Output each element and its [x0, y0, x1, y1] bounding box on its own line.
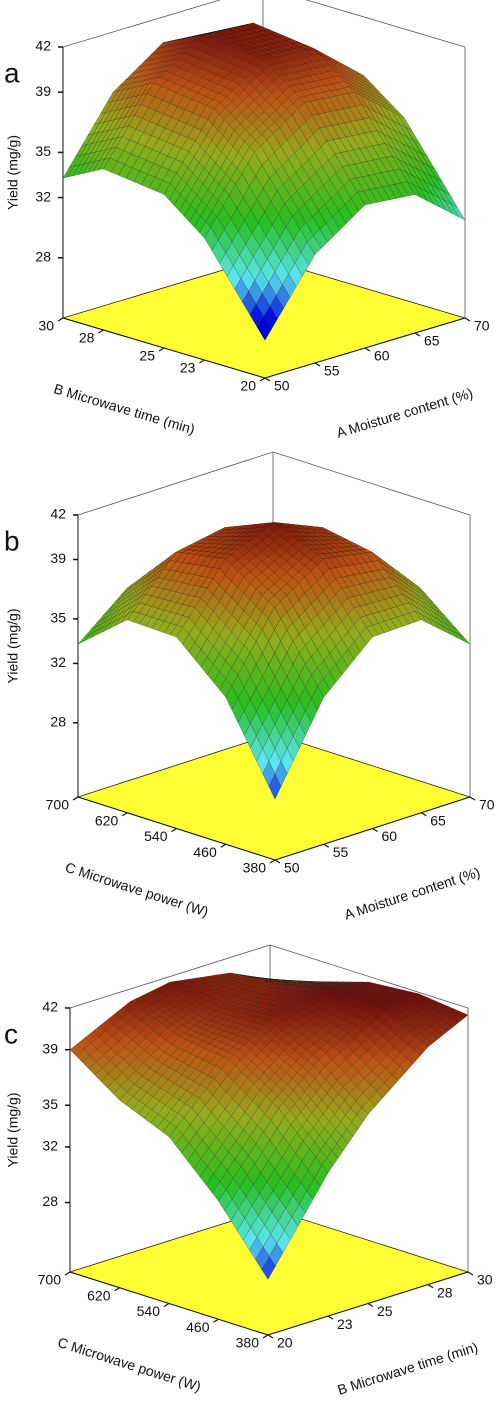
y-axis-title: B Microwave time (min): [52, 380, 197, 437]
x-tick: [324, 844, 329, 847]
x-tick: [328, 1316, 333, 1319]
x-tick-label: 55: [333, 844, 349, 860]
panel-label: b: [4, 525, 20, 556]
z-tick-label: 35: [50, 610, 66, 626]
x-tick-label: 70: [474, 318, 490, 334]
surface: [63, 23, 465, 340]
y-tick: [122, 813, 127, 816]
x-tick-label: 23: [337, 1316, 353, 1332]
y-tick: [159, 348, 164, 351]
y-tick-label: 700: [46, 797, 70, 813]
y-tick-label: 460: [186, 1319, 210, 1335]
x-tick: [421, 813, 426, 816]
z-tick-label: 32: [35, 188, 51, 204]
z-tick-label: 28: [42, 1193, 58, 1209]
z-axis-title: Yield (mg/g): [5, 135, 21, 210]
surface: [78, 522, 470, 799]
z-tick-label: 42: [42, 999, 58, 1015]
y-tick: [263, 1335, 268, 1338]
x-tick-label: 50: [274, 378, 290, 394]
panel: 28 32 35 39 42 Yield (mg/g) b 50 55 60 65 70 380 460 5…: [4, 452, 495, 923]
x-tick: [468, 1272, 473, 1275]
y-tick-label: 540: [137, 1303, 161, 1319]
x-tick: [368, 1304, 373, 1307]
x-tick: [470, 797, 475, 800]
z-tick-label: 39: [42, 1040, 58, 1056]
panel-label: c: [4, 1018, 18, 1049]
z-tick-label: 28: [35, 248, 51, 264]
panel-label: a: [4, 57, 20, 88]
y-tick-label: 460: [193, 844, 217, 860]
x-tick-label: 20: [277, 1335, 293, 1351]
y-axis-title: C Microwave power (W): [63, 859, 210, 920]
x-axis-title: A Moisture content (%): [335, 385, 475, 441]
y-tick: [199, 360, 204, 363]
y-axis-title: C Microwave power (W): [56, 1334, 203, 1395]
y-tick-label: 23: [180, 360, 196, 376]
z-tick-label: 42: [35, 38, 51, 54]
surface: [70, 973, 468, 1280]
y-tick-label: 25: [139, 348, 155, 364]
x-tick: [275, 860, 280, 863]
z-tick-label: 42: [50, 506, 66, 522]
x-tick: [428, 1285, 433, 1288]
x-tick: [315, 363, 320, 366]
y-tick-label: 540: [144, 828, 168, 844]
x-tick-label: 60: [382, 828, 398, 844]
y-tick: [260, 378, 265, 381]
x-axis-title: B Microwave time (min): [335, 1339, 479, 1398]
x-tick-label: 70: [479, 797, 495, 813]
x-tick: [465, 318, 470, 321]
z-axis-title: Yield (mg/g): [5, 609, 21, 684]
x-tick-label: 65: [430, 812, 446, 828]
z-tick-label: 32: [42, 1138, 58, 1154]
x-tick-label: 65: [424, 333, 440, 349]
y-tick-label: 28: [79, 330, 95, 346]
x-tick-label: 28: [437, 1284, 453, 1300]
y-tick-label: 20: [240, 378, 256, 394]
x-tick-label: 55: [324, 363, 340, 379]
y-tick: [73, 797, 78, 800]
y-tick: [214, 1319, 219, 1322]
y-tick-label: 700: [38, 1272, 62, 1288]
x-tick: [373, 829, 378, 832]
z-tick-label: 39: [50, 550, 66, 566]
y-tick: [98, 330, 103, 333]
x-tick: [265, 378, 270, 381]
panel: 28 32 35 39 42 Yield (mg/g) a 50 55 60 65 70 20 23 25 2…: [4, 0, 490, 441]
z-tick-label: 39: [35, 83, 51, 99]
y-tick-label: 30: [38, 318, 54, 334]
x-axis-title: A Moisture content (%): [342, 864, 482, 923]
x-tick: [365, 348, 370, 351]
x-tick: [268, 1335, 273, 1338]
y-tick: [164, 1304, 169, 1307]
x-tick-label: 25: [377, 1303, 393, 1319]
y-tick-label: 620: [95, 812, 119, 828]
y-tick: [270, 860, 275, 863]
y-tick: [65, 1272, 70, 1275]
box-edge: [78, 452, 470, 515]
y-tick: [58, 318, 63, 321]
y-tick: [172, 829, 177, 832]
y-tick-label: 380: [243, 860, 267, 876]
x-tick-label: 50: [284, 860, 300, 876]
z-axis-title: Yield (mg/g): [5, 1093, 21, 1168]
x-tick-label: 30: [477, 1272, 493, 1288]
x-tick: [415, 333, 420, 336]
z-tick-label: 35: [42, 1096, 58, 1112]
y-tick: [221, 844, 226, 847]
z-tick-label: 32: [50, 654, 66, 670]
y-tick-label: 380: [236, 1335, 260, 1351]
z-tick-label: 35: [35, 143, 51, 159]
x-tick-label: 60: [374, 348, 390, 364]
y-tick: [115, 1288, 120, 1291]
y-tick-label: 620: [87, 1287, 111, 1303]
panel: 28 32 35 39 42 Yield (mg/g) c 20 23 25 28 30 380 460 5…: [4, 945, 493, 1398]
z-tick-label: 28: [50, 713, 66, 729]
